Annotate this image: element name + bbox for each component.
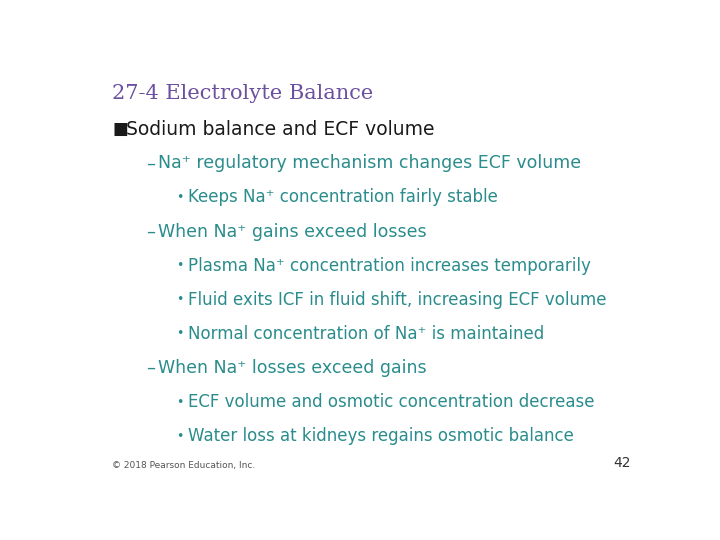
Text: When Na⁺ gains exceed losses: When Na⁺ gains exceed losses bbox=[158, 222, 427, 240]
Text: –: – bbox=[145, 359, 155, 377]
Text: Keeps Na⁺ concentration fairly stable: Keeps Na⁺ concentration fairly stable bbox=[188, 188, 498, 206]
Text: •: • bbox=[176, 327, 184, 340]
Text: © 2018 Pearson Education, Inc.: © 2018 Pearson Education, Inc. bbox=[112, 461, 256, 470]
Text: Water loss at kidneys regains osmotic balance: Water loss at kidneys regains osmotic ba… bbox=[188, 427, 574, 445]
Text: –: – bbox=[145, 154, 155, 172]
Text: Normal concentration of Na⁺ is maintained: Normal concentration of Na⁺ is maintaine… bbox=[188, 325, 544, 343]
Text: 42: 42 bbox=[613, 456, 631, 470]
Text: •: • bbox=[176, 430, 184, 443]
Text: ■: ■ bbox=[112, 120, 128, 138]
Text: •: • bbox=[176, 191, 184, 204]
Text: Na⁺ regulatory mechanism changes ECF volume: Na⁺ regulatory mechanism changes ECF vol… bbox=[158, 154, 581, 172]
Text: 27-4 Electrolyte Balance: 27-4 Electrolyte Balance bbox=[112, 84, 374, 103]
Text: When Na⁺ losses exceed gains: When Na⁺ losses exceed gains bbox=[158, 359, 427, 377]
Text: Fluid exits ICF in fluid shift, increasing ECF volume: Fluid exits ICF in fluid shift, increasi… bbox=[188, 291, 606, 309]
Text: –: – bbox=[145, 222, 155, 240]
Text: Sodium balance and ECF volume: Sodium balance and ECF volume bbox=[126, 120, 435, 139]
Text: •: • bbox=[176, 395, 184, 409]
Text: ECF volume and osmotic concentration decrease: ECF volume and osmotic concentration dec… bbox=[188, 393, 594, 411]
Text: •: • bbox=[176, 293, 184, 306]
Text: Plasma Na⁺ concentration increases temporarily: Plasma Na⁺ concentration increases tempo… bbox=[188, 256, 590, 275]
Text: •: • bbox=[176, 259, 184, 272]
